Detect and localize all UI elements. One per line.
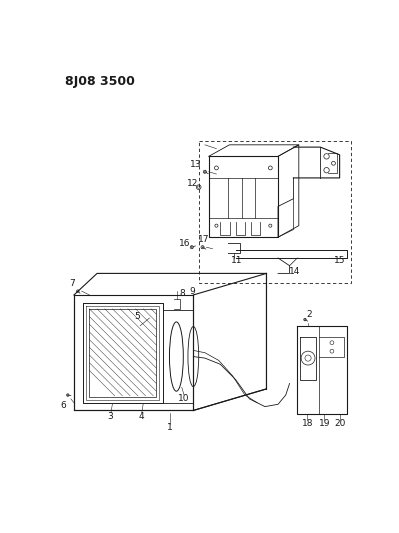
- Text: 6: 6: [60, 401, 66, 409]
- Text: 10: 10: [178, 394, 189, 403]
- Text: 9: 9: [190, 287, 196, 296]
- Text: 19: 19: [318, 419, 330, 428]
- Text: 8: 8: [179, 289, 185, 298]
- Text: 7: 7: [69, 279, 75, 288]
- Text: 14: 14: [288, 268, 300, 276]
- Text: 15: 15: [334, 256, 346, 265]
- Text: 13: 13: [190, 159, 201, 168]
- Text: 12: 12: [187, 179, 198, 188]
- Text: 17: 17: [198, 235, 209, 244]
- Text: 4: 4: [138, 412, 144, 421]
- Text: 16: 16: [179, 239, 191, 248]
- Text: 1: 1: [167, 423, 173, 432]
- Text: 2: 2: [307, 310, 312, 319]
- Text: 11: 11: [231, 256, 242, 265]
- Text: 18: 18: [302, 419, 313, 428]
- Text: 8J08 3500: 8J08 3500: [65, 75, 134, 88]
- Text: 20: 20: [334, 419, 345, 428]
- Text: 3: 3: [107, 412, 113, 421]
- Text: 5: 5: [134, 312, 140, 321]
